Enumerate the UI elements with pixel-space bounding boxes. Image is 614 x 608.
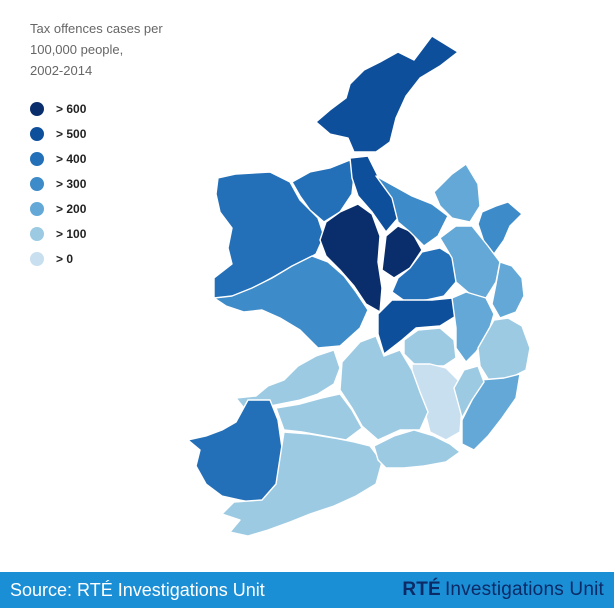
legend-label: > 600 (56, 101, 87, 116)
county-kerry[interactable] (187, 399, 285, 505)
legend-item: > 0 (30, 246, 86, 271)
county-galway[interactable] (213, 255, 369, 349)
map-title-line: 100,000 people, (30, 42, 124, 57)
map-title-line: 2002-2014 (30, 63, 93, 78)
county-roscommon[interactable] (319, 203, 383, 313)
county-dublin[interactable] (491, 261, 525, 319)
map-title-line: Tax offences cases per (30, 21, 163, 36)
footer-bar: Source: RTÉ Investigations Unit RTÉ Inves… (0, 572, 614, 608)
legend-label: > 100 (56, 226, 87, 241)
map-title: Tax offences cases per 100,000 people, 2… (30, 18, 200, 81)
legend-swatch (30, 101, 44, 116)
county-westmeath[interactable] (391, 247, 457, 303)
legend-label: > 500 (56, 126, 87, 141)
legend-swatch (30, 251, 44, 266)
legend-item: > 600 (30, 96, 86, 121)
legend-swatch (30, 226, 44, 241)
source-credit: Source: RTÉ Investigations Unit (10, 580, 265, 600)
county-sligo[interactable] (291, 159, 355, 223)
brand-text: Investigations Unit (444, 579, 604, 600)
county-monaghan[interactable] (433, 163, 481, 223)
county-laois[interactable] (403, 327, 457, 367)
legend-label: > 300 (56, 176, 87, 191)
county-waterford[interactable] (373, 429, 461, 469)
brand-logo: RTÉ Investigations Unit (402, 579, 604, 601)
legend-item: > 400 (30, 146, 86, 171)
legend-item: > 500 (30, 121, 86, 146)
legend-swatch (30, 176, 44, 191)
county-tipperary[interactable] (339, 335, 429, 441)
county-louth[interactable] (477, 201, 523, 255)
county-leitrim[interactable] (349, 155, 399, 233)
legend-item: > 200 (30, 196, 86, 221)
legend-label: > 0 (56, 251, 74, 266)
legend-swatch (30, 201, 44, 216)
legend-label: > 400 (56, 151, 87, 166)
legend-swatch (30, 151, 44, 166)
rte-logo: RTÉ (402, 579, 441, 600)
county-donegal[interactable] (315, 35, 459, 153)
county-kilkenny[interactable] (453, 365, 485, 419)
ireland-choropleth-map (187, 35, 531, 537)
legend-item: > 300 (30, 171, 86, 196)
county-cavan[interactable] (375, 175, 449, 247)
legend-item: > 100 (30, 221, 86, 246)
legend-swatch (30, 126, 44, 141)
county-offaly[interactable] (377, 297, 457, 355)
county-limerick[interactable] (275, 393, 363, 441)
county-cork[interactable] (221, 431, 383, 537)
map-legend: > 600 > 500 > 400 > 300 > 200 > 100 > 0 (30, 96, 86, 271)
legend-label: > 200 (56, 201, 87, 216)
